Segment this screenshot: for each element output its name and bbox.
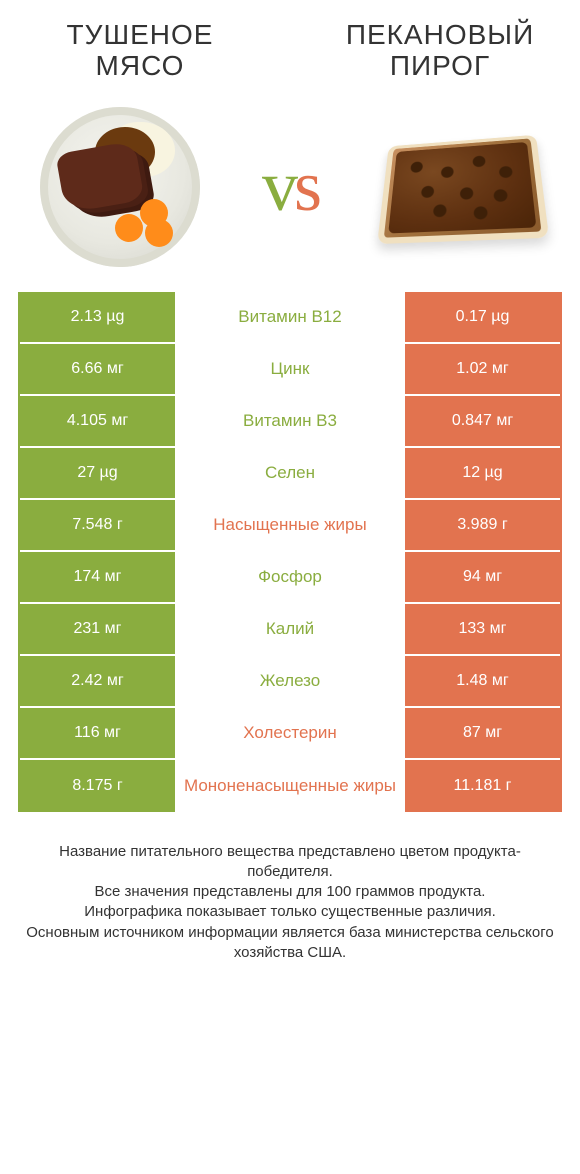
nutrient-name: Холестерин [175,708,405,758]
footer-line: Инфографика показывает только существенн… [20,902,560,922]
header: ТУШЕНОЕ МЯСО ПЕКАНОВЫЙ ПИРОГ [0,0,580,92]
table-row: 6.66 мгЦинк1.02 мг [20,344,560,396]
left-value: 8.175 г [20,760,175,812]
right-value: 94 мг [405,552,560,602]
left-value: 4.105 мг [20,396,175,446]
right-value: 87 мг [405,708,560,758]
right-value: 0.847 мг [405,396,560,446]
right-value: 133 мг [405,604,560,654]
images-row: vs [0,92,580,292]
vs-label: vs [262,145,318,228]
nutrient-name: Цинк [175,344,405,394]
table-row: 27 µgСелен12 µg [20,448,560,500]
table-row: 4.105 мгВитамин B30.847 мг [20,396,560,448]
right-product-title: ПЕКАНОВЫЙ ПИРОГ [330,20,550,82]
right-value: 0.17 µg [405,292,560,342]
pie-illustration [377,134,549,243]
vs-v: v [262,146,294,226]
left-value: 27 µg [20,448,175,498]
table-row: 8.175 гМононенасыщенные жиры11.181 г [20,760,560,812]
plate-illustration [40,107,200,267]
table-row: 2.42 мгЖелезо1.48 мг [20,656,560,708]
nutrient-name: Витамин B12 [175,292,405,342]
nutrient-name: Фосфор [175,552,405,602]
footer-line: Основным источником информации является … [20,923,560,964]
left-value: 231 мг [20,604,175,654]
table-row: 231 мгКалий133 мг [20,604,560,656]
nutrient-name: Калий [175,604,405,654]
left-value: 7.548 г [20,500,175,550]
left-product-title: ТУШЕНОЕ МЯСО [30,20,250,82]
table-row: 116 мгХолестерин87 мг [20,708,560,760]
right-value: 3.989 г [405,500,560,550]
right-value: 12 µg [405,448,560,498]
left-value: 116 мг [20,708,175,758]
footer-line: Название питательного вещества представл… [20,842,560,883]
footer-line: Все значения представлены для 100 граммо… [20,882,560,902]
table-row: 7.548 гНасыщенные жиры3.989 г [20,500,560,552]
nutrient-name: Мононенасыщенные жиры [175,760,405,812]
left-value: 2.42 мг [20,656,175,706]
nutrient-name: Железо [175,656,405,706]
table-row: 2.13 µgВитамин B120.17 µg [20,292,560,344]
nutrient-name: Селен [175,448,405,498]
nutrient-name: Витамин B3 [175,396,405,446]
left-value: 6.66 мг [20,344,175,394]
right-value: 11.181 г [405,760,560,812]
footer-notes: Название питательного вещества представл… [0,812,580,964]
right-value: 1.48 мг [405,656,560,706]
vs-s: s [294,146,318,226]
right-value: 1.02 мг [405,344,560,394]
left-value: 174 мг [20,552,175,602]
comparison-table: 2.13 µgВитамин B120.17 µg6.66 мгЦинк1.02… [18,292,562,812]
nutrient-name: Насыщенные жиры [175,500,405,550]
left-value: 2.13 µg [20,292,175,342]
table-row: 174 мгФосфор94 мг [20,552,560,604]
right-product-image [370,107,550,267]
left-product-image [30,107,210,267]
